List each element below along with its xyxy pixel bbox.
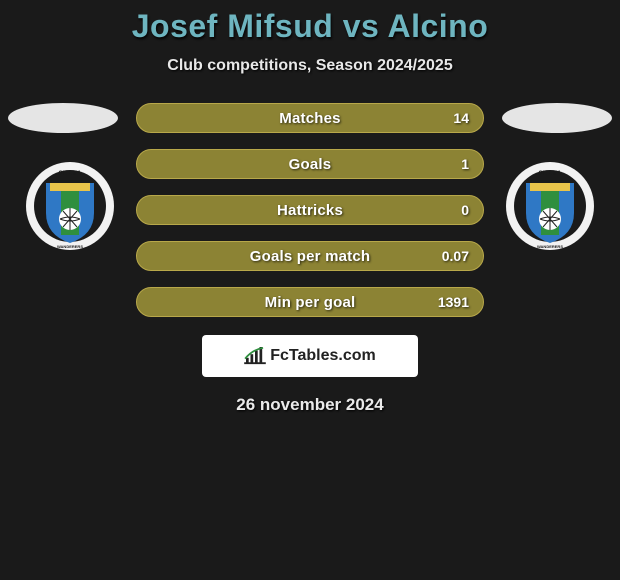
stat-label: Goals per match: [250, 248, 371, 265]
stat-value: 0: [461, 202, 469, 218]
comparison-card: Josef Mifsud vs Alcino Club competitions…: [0, 0, 620, 415]
subtitle: Club competitions, Season 2024/2025: [0, 57, 620, 75]
stat-value: 0.07: [442, 248, 469, 264]
svg-text:WANDERERS: WANDERERS: [57, 244, 83, 249]
brand-badge: FcTables.com: [202, 335, 418, 377]
player-right-silhouette: [502, 103, 612, 133]
stat-row-min-per-goal: Min per goal 1391: [136, 287, 484, 317]
svg-text:WANDERERS: WANDERERS: [537, 244, 563, 249]
svg-text:SLIEMA: SLIEMA: [59, 171, 82, 177]
club-badge-left: SLIEMA WANDERERS: [20, 161, 120, 251]
bar-chart-icon: [244, 347, 266, 365]
stat-label: Goals: [289, 156, 332, 173]
stat-rows: Matches 14 Goals 1 Hattricks 0 Goals per…: [136, 103, 484, 317]
stat-value: 1391: [438, 294, 469, 310]
stat-row-goals: Goals 1: [136, 149, 484, 179]
stat-row-hattricks: Hattricks 0: [136, 195, 484, 225]
player-left-silhouette: [8, 103, 118, 133]
stat-label: Min per goal: [265, 294, 356, 311]
svg-text:SLIEMA: SLIEMA: [539, 171, 562, 177]
stat-label: Matches: [279, 110, 340, 127]
club-badge-right: SLIEMA WANDERERS: [500, 161, 600, 251]
stat-row-goals-per-match: Goals per match 0.07: [136, 241, 484, 271]
brand-text: FcTables.com: [270, 347, 376, 365]
stat-label: Hattricks: [277, 202, 343, 219]
page-title: Josef Mifsud vs Alcino: [0, 8, 620, 45]
stat-value: 14: [453, 110, 469, 126]
stat-value: 1: [461, 156, 469, 172]
date-text: 26 november 2024: [0, 395, 620, 415]
stat-row-matches: Matches 14: [136, 103, 484, 133]
content-area: SLIEMA WANDERERS SLIEMA WANDERERS Matche…: [0, 103, 620, 415]
